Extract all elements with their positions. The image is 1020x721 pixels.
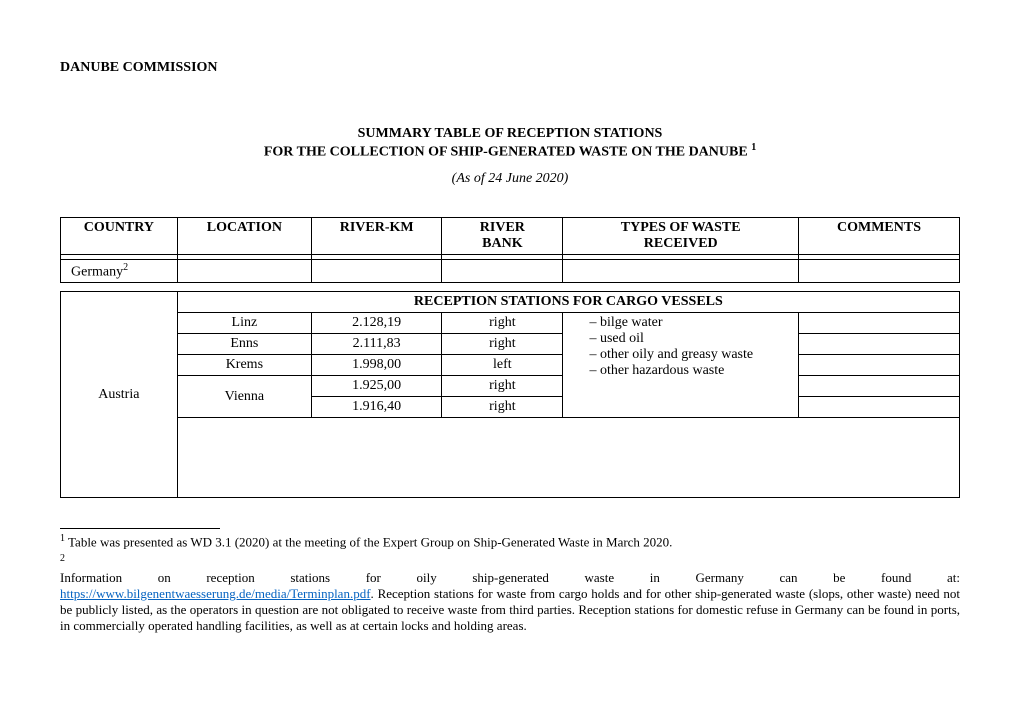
germany-row: Germany2 [61, 259, 960, 283]
col-header-riverbank: RIVER BANK [442, 217, 563, 254]
cell-riverkm: 2.128,19 [312, 313, 442, 334]
tall-empty-row [61, 418, 960, 498]
title-line-2: FOR THE COLLECTION OF SHIP-GENERATED WAS… [60, 142, 960, 161]
cell-location: Linz [177, 313, 311, 334]
spacer-row [61, 283, 960, 292]
title-line-1: SUMMARY TABLE OF RECEPTION STATIONS [60, 126, 960, 142]
cell-location: Enns [177, 334, 311, 355]
cell-bank: left [442, 355, 563, 376]
cell-bank: right [442, 376, 563, 397]
waste-item: other oily and greasy waste [589, 347, 792, 363]
table-row: Linz 2.128,19 right bilge water used oil… [61, 313, 960, 334]
germany-label: Germany [71, 264, 123, 279]
cell-bank: right [442, 334, 563, 355]
table-row: Enns 2.111,83 right [61, 334, 960, 355]
table-row: Krems 1.998,00 left [61, 355, 960, 376]
riverbank-l2: BANK [482, 236, 522, 251]
table-header-row: COUNTRY LOCATION RIVER-KM RIVER BANK TYP… [61, 217, 960, 254]
cell-location: Vienna [177, 376, 311, 418]
footnote-1: 1 Table was presented as WD 3.1 (2020) a… [60, 533, 960, 550]
cell-bank: right [442, 313, 563, 334]
fn2-marker: 2 [60, 553, 65, 564]
cell-comments [799, 313, 960, 334]
cell-comments [799, 397, 960, 418]
waste-list: bilge water used oil other oily and grea… [569, 315, 792, 379]
cell-riverkm: 1.998,00 [312, 355, 442, 376]
col-header-location: LOCATION [177, 217, 311, 254]
cell-comments [799, 355, 960, 376]
cell-riverkm: 1.916,40 [312, 397, 442, 418]
riverbank-l1: RIVER [480, 220, 525, 235]
cell-riverkm: 1.925,00 [312, 376, 442, 397]
fn1-text: Table was presented as WD 3.1 (2020) at … [65, 535, 672, 550]
cell-comments [799, 334, 960, 355]
waste-l1: TYPES OF WASTE [621, 220, 741, 235]
cell-location: Krems [177, 355, 311, 376]
waste-item: other hazardous waste [589, 363, 792, 379]
col-header-country: COUNTRY [61, 217, 178, 254]
as-of-date: (As of 24 June 2020) [60, 171, 960, 187]
title-block: SUMMARY TABLE OF RECEPTION STATIONS FOR … [60, 126, 960, 161]
cell-riverkm: 2.111,83 [312, 334, 442, 355]
organization-heading: DANUBE COMMISSION [60, 60, 960, 76]
col-header-comments: COMMENTS [799, 217, 960, 254]
footnote-2: 2 Information on reception stations for … [60, 553, 960, 634]
footnote-marker-1: 1 [751, 142, 756, 153]
col-header-riverkm: RIVER-KM [312, 217, 442, 254]
fn2-link[interactable]: https://www.bilgenentwaesserung.de/media… [60, 586, 371, 601]
cargo-section-header: RECEPTION STATIONS FOR CARGO VESSELS [177, 292, 959, 313]
table-row: Vienna 1.925,00 right [61, 376, 960, 397]
cargo-section-row: Austria RECEPTION STATIONS FOR CARGO VES… [61, 292, 960, 313]
waste-item: bilge water [589, 315, 792, 331]
fn2-spread: Information on reception stations for oi… [60, 570, 960, 586]
germany-cell: Germany2 [61, 259, 178, 283]
reception-stations-table: COUNTRY LOCATION RIVER-KM RIVER BANK TYP… [60, 217, 960, 499]
waste-l2: RECEIVED [644, 236, 718, 251]
austria-cell: Austria [61, 292, 178, 498]
cell-comments [799, 376, 960, 397]
waste-item: used oil [589, 331, 792, 347]
col-header-waste: TYPES OF WASTE RECEIVED [563, 217, 799, 254]
footnote-separator [60, 528, 220, 529]
footnotes-block: 1 Table was presented as WD 3.1 (2020) a… [60, 533, 960, 634]
title-line-2-text: FOR THE COLLECTION OF SHIP-GENERATED WAS… [264, 145, 751, 160]
waste-cell: bilge water used oil other oily and grea… [563, 313, 799, 418]
cell-bank: right [442, 397, 563, 418]
footnote-marker-2: 2 [123, 262, 128, 273]
